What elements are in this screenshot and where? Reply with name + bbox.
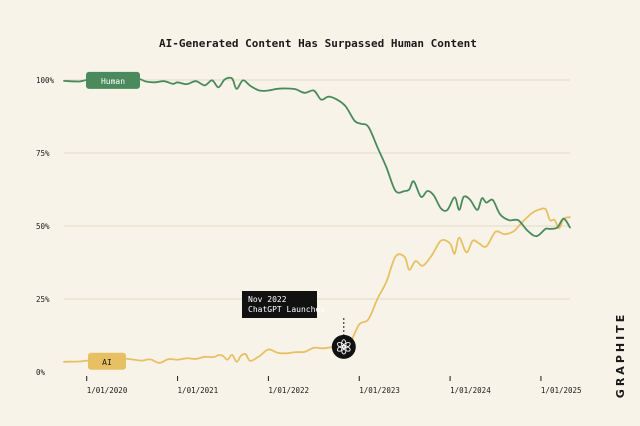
series-label-ai-text: AI xyxy=(102,358,112,367)
brand: GRAPHITE xyxy=(614,312,627,398)
series-labels: Human AI xyxy=(86,71,140,370)
series-label-ai: AI xyxy=(88,352,126,370)
chart-title: AI-Generated Content Has Surpassed Human… xyxy=(159,37,477,50)
y-tick-label: 50% xyxy=(36,222,50,231)
annotation-box xyxy=(242,291,317,318)
chatgpt-logo-icon xyxy=(331,334,356,359)
y-axis: 0% 25% 50% 75% 100% xyxy=(36,76,55,377)
y-tick-label: 0% xyxy=(36,368,46,377)
series-line-ai xyxy=(63,207,571,364)
y-tick-label: 75% xyxy=(36,149,50,158)
x-tick-label: 1/01/2025 xyxy=(541,386,582,395)
y-tick-label: 25% xyxy=(36,295,50,304)
series-label-human-bg xyxy=(86,71,140,89)
chatgpt-logo-glyph xyxy=(336,339,351,355)
series-label-human: Human xyxy=(86,71,140,89)
x-tick-label: 1/01/2022 xyxy=(268,386,309,395)
x-tick-label: 1/01/2021 xyxy=(178,386,219,395)
x-tick-label: 1/01/2024 xyxy=(450,386,491,395)
annotation-line2: ChatGPT Launches xyxy=(248,305,325,314)
x-tick-label: 1/01/2020 xyxy=(87,386,128,395)
series-label-ai-bg xyxy=(88,352,126,370)
annotation-line1: Nov 2022 xyxy=(248,295,287,304)
series-line-human xyxy=(63,76,571,238)
brand-logo: GRAPHITE xyxy=(614,312,627,398)
chatgpt-logo-petal xyxy=(336,342,346,349)
x-axis: 1/01/2020 1/01/2021 1/01/2022 1/01/2023 1/01… xyxy=(86,376,582,395)
y-tick-label: 100% xyxy=(36,76,55,85)
x-tick-label: 1/01/2023 xyxy=(359,386,400,395)
grid-lines xyxy=(64,79,570,300)
series-label-human-text: Human xyxy=(101,77,125,86)
series-lines xyxy=(63,76,571,364)
